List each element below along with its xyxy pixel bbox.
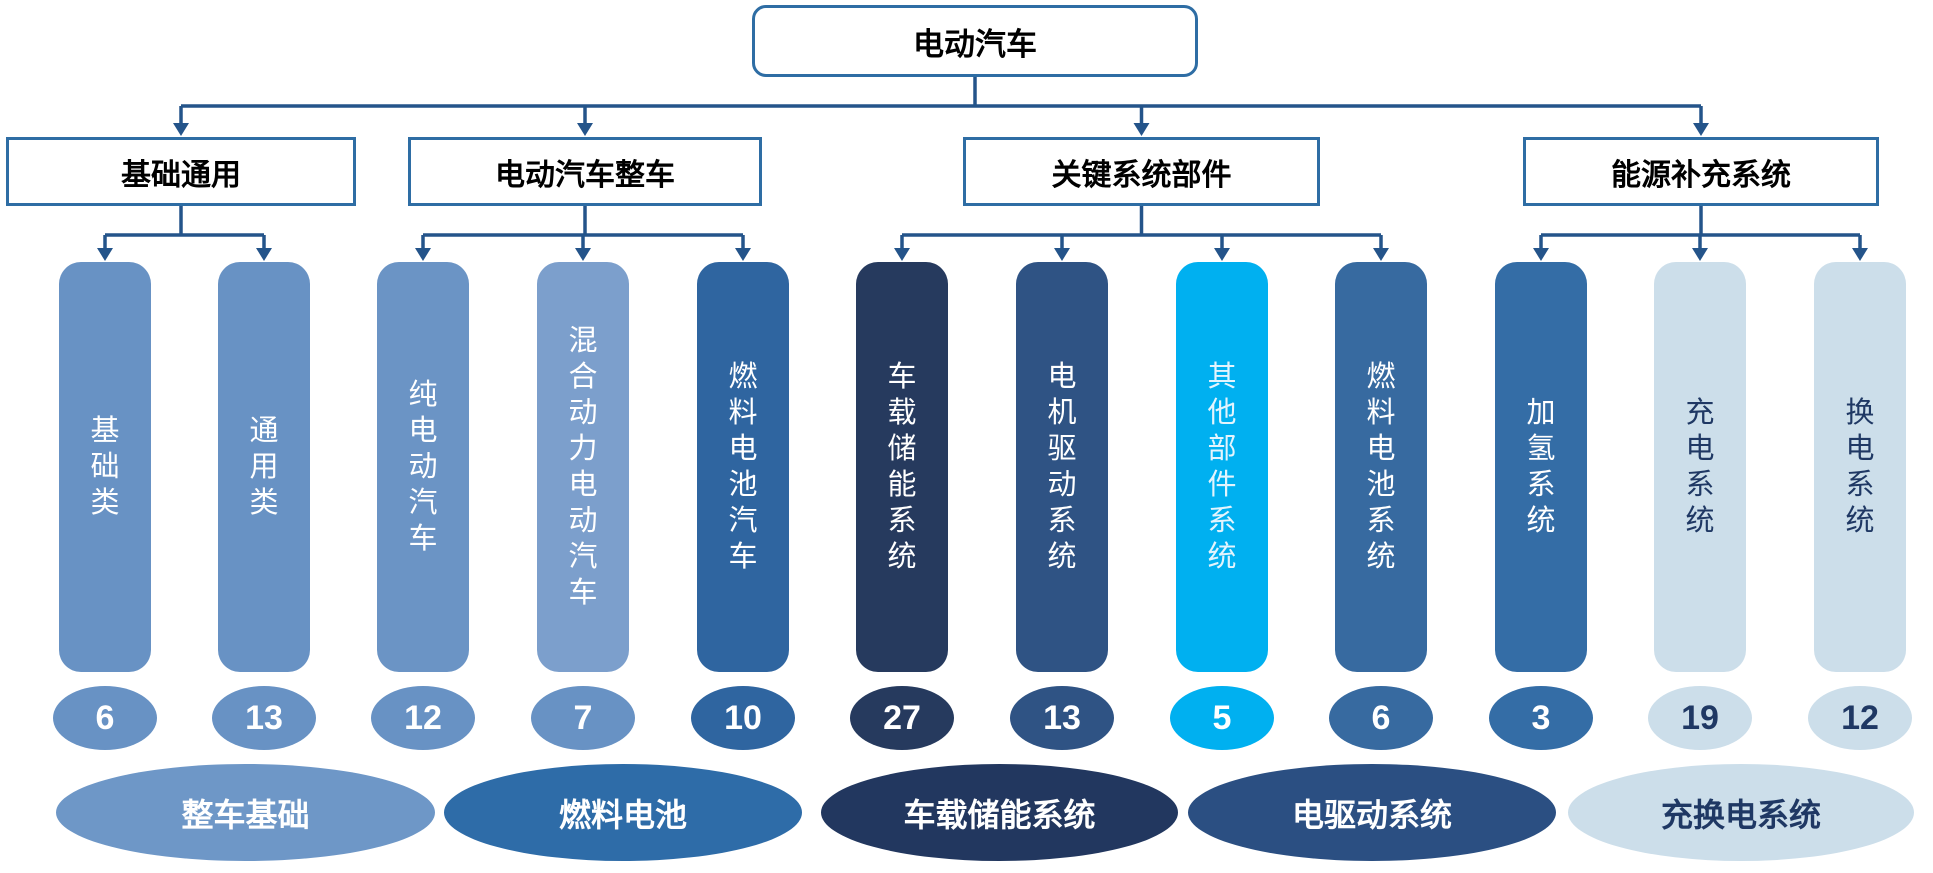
leaf-bar-hydrogen-refueling: 加氢系统 (1495, 262, 1587, 672)
leaf-bar-general-class: 通用类 (218, 262, 310, 672)
leaf-bar-label: 电机驱动系统 (1047, 361, 1077, 573)
group-box-basic-general: 基础通用 (6, 137, 356, 206)
count-badge-charging: 19 (1648, 686, 1752, 750)
count-badge-basic-class: 6 (53, 686, 157, 750)
leaf-bar-label: 燃料电池汽车 (728, 361, 758, 573)
count-badge-battery-swap: 12 (1808, 686, 1912, 750)
count-badge-other-components: 5 (1170, 686, 1274, 750)
group-label: 能源补充系统 (1611, 158, 1791, 192)
leaf-bar-label: 燃料电池系统 (1366, 361, 1396, 573)
root-node-ev: 电动汽车 (752, 5, 1198, 77)
leaf-bar-label: 车载储能系统 (887, 361, 917, 573)
bottom-ellipse-electric-drive: 电驱动系统 (1188, 764, 1556, 861)
group-box-key-components: 关键系统部件 (963, 137, 1320, 206)
leaf-bar-battery-swap: 换电系统 (1814, 262, 1906, 672)
group-box-energy-replenishment: 能源补充系统 (1523, 137, 1879, 206)
leaf-bar-label: 纯电动汽车 (408, 379, 438, 555)
leaf-bar-charging: 充电系统 (1654, 262, 1746, 672)
root-label: 电动汽车 (913, 26, 1037, 62)
count-badge-bev: 12 (371, 686, 475, 750)
leaf-bar-other-components: 其他部件系统 (1176, 262, 1268, 672)
bottom-ellipse-charge-swap: 充换电系统 (1568, 764, 1914, 861)
leaf-bar-label: 换电系统 (1845, 397, 1875, 537)
leaf-bar-label: 基础类 (90, 415, 120, 519)
leaf-bar-label: 加氢系统 (1526, 397, 1556, 537)
count-badge-fuel-cell-system: 6 (1329, 686, 1433, 750)
leaf-bar-label: 其他部件系统 (1207, 361, 1237, 573)
bottom-ellipse-onboard-energy-storage: 车载储能系统 (821, 764, 1178, 861)
count-badge-fuel-cell-vehicle: 10 (691, 686, 795, 750)
leaf-bar-hybrid-ev: 混合动力电动汽车 (537, 262, 629, 672)
group-box-complete-vehicle: 电动汽车整车 (408, 137, 762, 206)
count-badge-hydrogen-refueling: 3 (1489, 686, 1593, 750)
leaf-bar-fuel-cell-vehicle: 燃料电池汽车 (697, 262, 789, 672)
leaf-bar-onboard-energy-storage: 车载储能系统 (856, 262, 948, 672)
count-badge-motor-drive: 13 (1010, 686, 1114, 750)
leaf-bar-fuel-cell-system: 燃料电池系统 (1335, 262, 1427, 672)
leaf-bar-label: 混合动力电动汽车 (568, 325, 598, 609)
group-label: 电动汽车整车 (495, 158, 675, 192)
bottom-ellipse-fuel-cell: 燃料电池 (444, 764, 802, 861)
group-label: 基础通用 (121, 158, 241, 192)
count-badge-general-class: 13 (212, 686, 316, 750)
leaf-bar-label: 通用类 (249, 415, 279, 519)
leaf-bar-label: 充电系统 (1685, 397, 1715, 537)
group-label: 关键系统部件 (1051, 158, 1232, 192)
leaf-bar-motor-drive: 电机驱动系统 (1016, 262, 1108, 672)
leaf-bar-basic-class: 基础类 (59, 262, 151, 672)
bottom-ellipse-vehicle-basics: 整车基础 (56, 764, 435, 861)
leaf-bar-bev: 纯电动汽车 (377, 262, 469, 672)
count-badge-hybrid-ev: 7 (531, 686, 635, 750)
count-badge-onboard-energy-storage: 27 (850, 686, 954, 750)
